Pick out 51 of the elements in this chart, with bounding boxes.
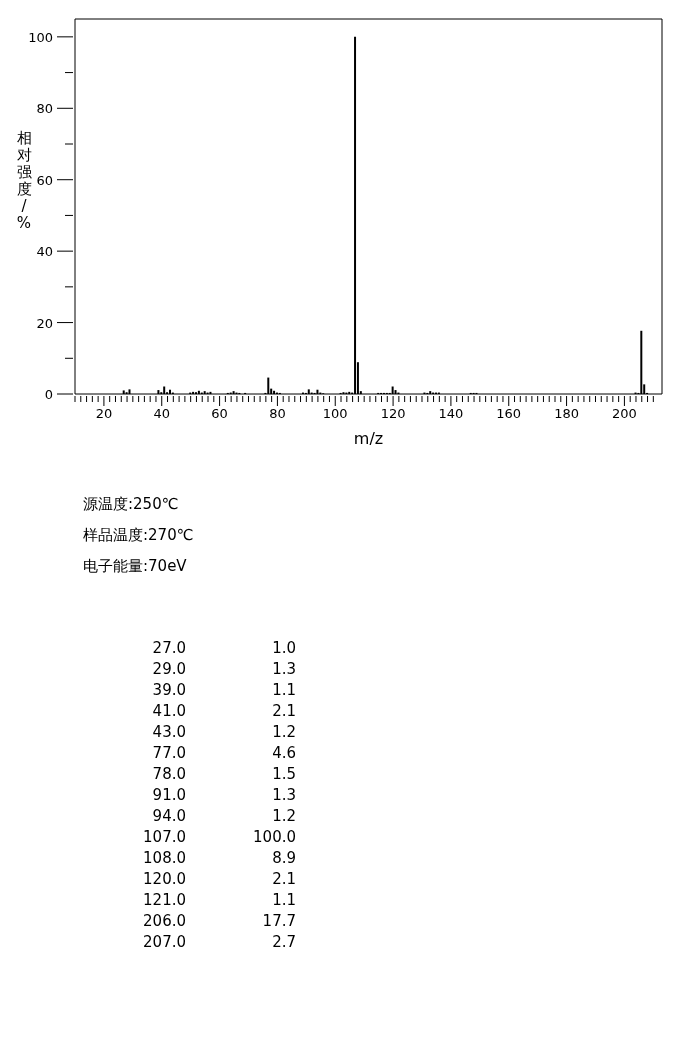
text: 120.0 (142, 870, 186, 888)
y-tick-label: 100 (28, 29, 53, 45)
text: 100.0 (252, 828, 296, 846)
text: 207.0 (142, 933, 186, 951)
text: 43.0 (151, 723, 186, 741)
text: 电子能量:70eV (83, 557, 187, 576)
text: 源温度:250℃ (83, 495, 179, 514)
text: 1.2 (271, 723, 296, 741)
text: 206.0 (142, 912, 186, 930)
text: 1.2 (271, 807, 296, 825)
text: 1.3 (271, 786, 296, 804)
y-tick-label: 0 (44, 387, 53, 402)
text: 1.5 (271, 765, 296, 783)
text: 77.0 (151, 744, 186, 762)
text: 4.6 (271, 744, 296, 762)
x-tick-label: 180 (554, 406, 579, 421)
x-tick-label: 120 (380, 406, 406, 421)
text: 29.0 (151, 660, 186, 678)
text: 2.1 (271, 870, 296, 888)
text: 27.0 (151, 639, 186, 657)
x-tick-label: 40 (153, 406, 171, 421)
y-tick-label: 20 (36, 315, 53, 331)
text: 41.0 (151, 702, 186, 720)
x-tick-label: 160 (496, 406, 522, 421)
x-tick-label: 200 (611, 406, 637, 421)
text: 108.0 (142, 849, 186, 867)
text: 1.3 (271, 660, 296, 678)
x-tick-label: 20 (95, 406, 113, 421)
x-tick-label: 80 (269, 406, 286, 421)
text: 1.1 (271, 681, 296, 699)
y-axis-title: 相对强度/% (15, 129, 33, 232)
text: 121.0 (142, 891, 186, 909)
y-tick-label: 80 (36, 101, 53, 117)
x-tick-label: 140 (438, 406, 464, 421)
text: 78.0 (151, 765, 186, 783)
text: 1.0 (271, 639, 296, 657)
text: 94.0 (151, 807, 186, 825)
x-tick-label: 60 (211, 406, 228, 421)
text: 39.0 (151, 681, 186, 699)
text: 8.9 (271, 849, 296, 867)
text: 2.7 (271, 933, 296, 951)
text: 107.0 (142, 828, 186, 846)
text: 91.0 (151, 786, 186, 804)
y-tick-label: 60 (36, 172, 53, 188)
x-axis-title: m/z (353, 429, 384, 448)
text: 1.1 (271, 891, 296, 909)
text: 17.7 (261, 912, 296, 930)
y-tick-label: 40 (36, 244, 53, 260)
x-tick-label: 100 (322, 406, 348, 421)
text: 样品温度:270℃ (83, 526, 194, 545)
text: 2.1 (271, 702, 296, 720)
